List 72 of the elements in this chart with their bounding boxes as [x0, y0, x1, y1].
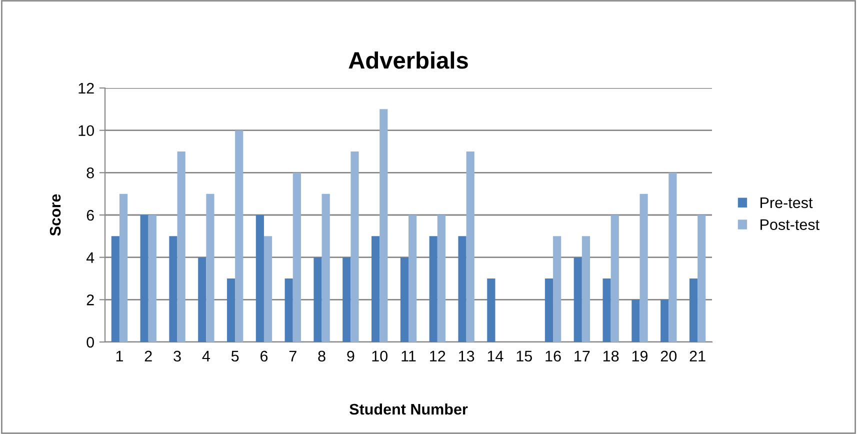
bar [429, 236, 438, 342]
x-tick-label: 9 [347, 350, 354, 362]
x-tick-label: 10 [372, 350, 388, 362]
chart-title: Adverbials [348, 51, 468, 69]
x-tick-label: 16 [546, 350, 561, 362]
legend-label: Pre-test [760, 198, 813, 208]
bar [226, 278, 236, 342]
bar [698, 215, 706, 342]
x-tick-label: 1 [116, 350, 123, 362]
x-tick-label: 17 [574, 350, 590, 362]
x-tick-label: 18 [604, 350, 619, 362]
x-tick-label: 13 [458, 350, 474, 362]
x-tick-label: 2 [144, 350, 152, 362]
bar [640, 194, 648, 342]
bar [256, 215, 264, 342]
bar [342, 257, 351, 342]
y-tick-label: 10 [78, 125, 94, 136]
bar [553, 236, 562, 342]
x-tick-label: 7 [289, 350, 296, 362]
bar [198, 257, 206, 342]
bar [400, 257, 408, 342]
bar [437, 215, 446, 342]
bar [668, 172, 677, 342]
bar [408, 215, 417, 342]
x-tick-label: 21 [690, 350, 706, 362]
bar [602, 278, 611, 342]
bar [582, 236, 590, 342]
bar [466, 152, 474, 342]
bar [314, 257, 322, 342]
y-tick-label: 6 [86, 210, 94, 221]
x-tick-label: 6 [260, 350, 268, 362]
bar [372, 236, 380, 342]
bar [264, 236, 272, 342]
bar [111, 236, 120, 342]
bar [350, 152, 359, 342]
bar [487, 278, 496, 342]
bar [660, 300, 669, 342]
x-axis-title: Student Number [350, 403, 468, 415]
y-tick-label: 2 [86, 294, 94, 306]
legend-label: Post-test [760, 219, 820, 230]
x-tick-label: 11 [402, 350, 416, 362]
x-tick-label: 8 [318, 350, 326, 362]
y-axis-title: Score [50, 194, 61, 236]
bar [610, 215, 619, 342]
bar [292, 172, 301, 342]
x-tick-label: 20 [660, 350, 677, 362]
bar [119, 194, 128, 342]
y-tick-label: 8 [86, 168, 94, 178]
bar [284, 278, 293, 342]
bar [544, 278, 554, 342]
x-tick-label: 5 [231, 350, 239, 362]
bar [632, 300, 640, 342]
bar [235, 130, 244, 342]
x-tick-label: 14 [488, 350, 504, 362]
y-tick-label: 12 [78, 82, 94, 94]
bar [574, 257, 582, 342]
x-tick-label: 19 [632, 350, 648, 362]
y-tick-label: 0 [86, 336, 94, 348]
bar [206, 194, 214, 342]
x-tick-label: 12 [430, 350, 446, 362]
bar [322, 194, 330, 342]
bar [689, 278, 698, 342]
bar [177, 152, 186, 342]
bar [140, 215, 148, 342]
x-tick-label: 4 [202, 350, 210, 362]
y-tick-label: 4 [86, 252, 94, 263]
x-tick-label: 3 [174, 350, 181, 362]
bar [458, 236, 466, 342]
bar [169, 236, 178, 342]
bar [148, 215, 156, 342]
bar [380, 109, 388, 342]
x-tick-label: 15 [516, 350, 532, 362]
